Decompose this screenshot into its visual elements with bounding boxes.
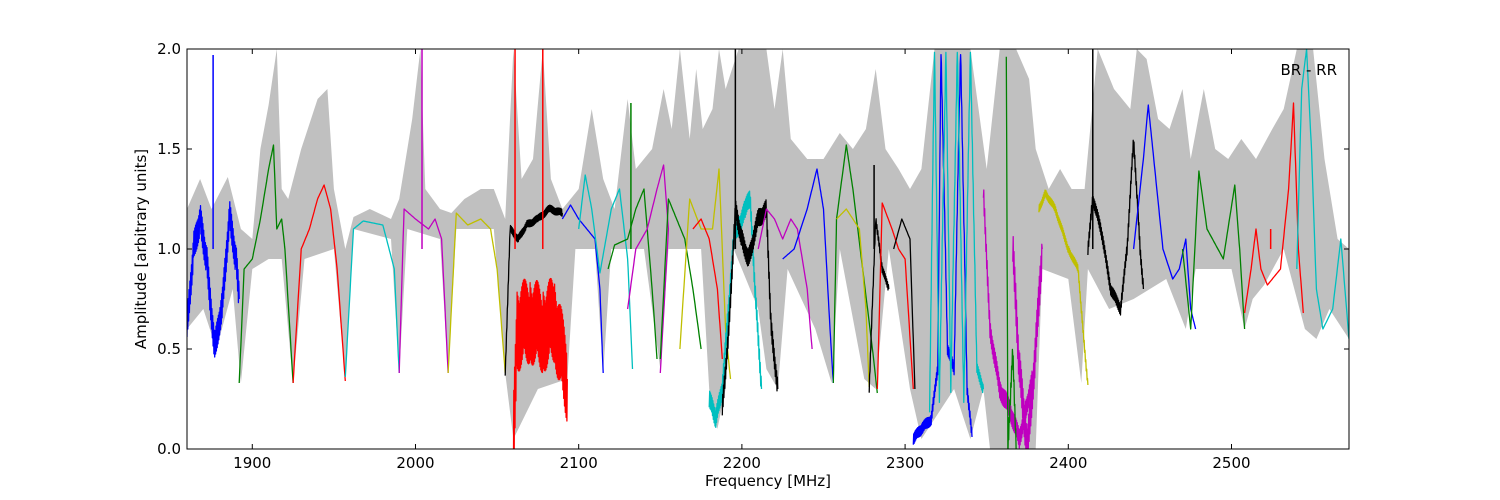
y-tick-label: 0.0 <box>157 440 181 458</box>
series-line-32 <box>1181 170 1246 330</box>
series-line-33 <box>1243 102 1304 314</box>
series-line-5 <box>447 212 506 374</box>
series-line-34 <box>1296 49 1349 340</box>
series-line-23 <box>893 218 916 390</box>
x-tick-label: 2300 <box>886 454 924 472</box>
series-line-13 <box>679 168 732 380</box>
y-tick-label: 1.5 <box>157 140 181 158</box>
series-line-2 <box>292 184 346 384</box>
series-line-27 <box>1005 56 1017 449</box>
series-line-21 <box>868 218 890 393</box>
x-tick-label: 2200 <box>723 454 761 472</box>
series-line-12 <box>659 198 702 360</box>
series-line-29 <box>1038 189 1089 386</box>
x-tick-label: 2400 <box>1049 454 1087 472</box>
series-line-4 <box>398 208 449 374</box>
series-line-8 <box>561 204 604 374</box>
x-axis-label: Frequency [MHz] <box>705 472 831 490</box>
series-line-0 <box>187 201 240 358</box>
series-line-14 <box>692 218 723 360</box>
series-line-16 <box>721 199 779 416</box>
series-line-11 <box>626 164 670 374</box>
x-tick-label: 2500 <box>1212 454 1250 472</box>
axis-ticks: 1900 2000 2100 2200 2300 2400 2500 0.0 0.5 1.0 1.5… <box>157 40 1349 472</box>
series-line-3 <box>344 220 400 378</box>
series-line-18 <box>782 168 834 384</box>
series-line-25 <box>928 51 985 413</box>
series-line-10 <box>607 188 658 360</box>
y-axis-label: Amplitude [arbitrary units] <box>132 149 150 349</box>
x-tick-label: 2100 <box>560 454 598 472</box>
series-line-17 <box>757 208 813 350</box>
series-line-7 <box>512 277 568 449</box>
x-tick-label: 1900 <box>233 454 271 472</box>
x-tick-label: 2000 <box>396 454 434 472</box>
series-line-31 <box>1132 104 1197 330</box>
series-line-1 <box>238 144 294 384</box>
series-line-28 <box>1012 235 1043 449</box>
series-line-20 <box>836 208 870 388</box>
series-line-9 <box>578 174 634 370</box>
y-tick-label: 0.5 <box>157 340 181 358</box>
y-tick-label: 2.0 <box>157 40 181 58</box>
series-line-22 <box>876 202 914 390</box>
chart-annotation: BR - RR <box>1280 61 1337 79</box>
y-tick-label: 1.0 <box>157 240 181 258</box>
series-line-30 <box>1087 139 1145 316</box>
series-line-24 <box>912 54 973 445</box>
plot-area <box>187 49 1349 449</box>
